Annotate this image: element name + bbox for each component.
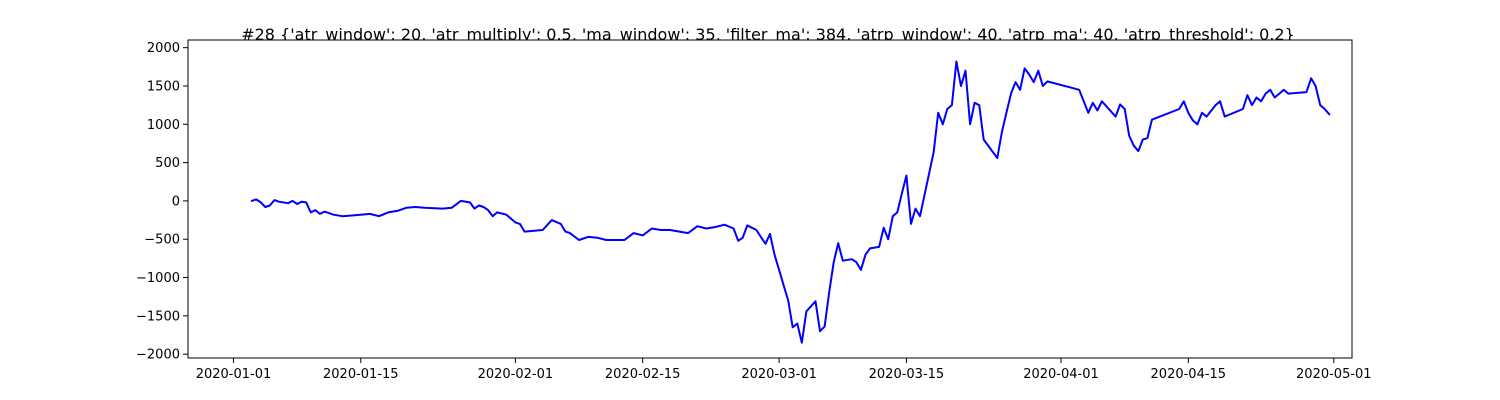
y-tick-label: −2000 [136, 348, 180, 363]
y-tick-label: −1000 [136, 271, 180, 286]
y-tick-label: 500 [155, 156, 180, 171]
plot-background [188, 40, 1352, 358]
x-tick-label: 2020-03-01 [741, 367, 817, 382]
x-tick-label: 2020-01-01 [196, 367, 272, 382]
y-axis: −2000 −1500 −1000 −500 0 500 1000 1500 2000 [136, 41, 188, 363]
y-tick-label: 0 [172, 194, 180, 209]
series-line-0 [250, 60, 1331, 344]
y-tick-label: 1500 [147, 79, 180, 94]
series-layer [250, 60, 1331, 344]
y-tick-label: 2000 [147, 41, 180, 56]
x-tick-label: 2020-03-15 [869, 367, 945, 382]
plot-frame [187, 39, 1353, 359]
x-tick-label: 2020-05-01 [1296, 367, 1372, 382]
plot-area [187, 39, 1353, 359]
y-tick-label: −1500 [136, 309, 180, 324]
x-tick-label: 2020-04-15 [1151, 367, 1227, 382]
x-tick-label: 2020-04-01 [1023, 367, 1099, 382]
y-tick-label: 1000 [147, 118, 180, 133]
x-tick-label: 2020-01-15 [323, 367, 399, 382]
x-tick-label: 2020-02-15 [605, 367, 681, 382]
y-tick-label: −500 [144, 233, 180, 248]
x-axis: 2020-01-01 2020-01-15 2020-02-01 2020-02-15… [196, 358, 1372, 382]
x-tick-label: 2020-02-01 [478, 367, 554, 382]
